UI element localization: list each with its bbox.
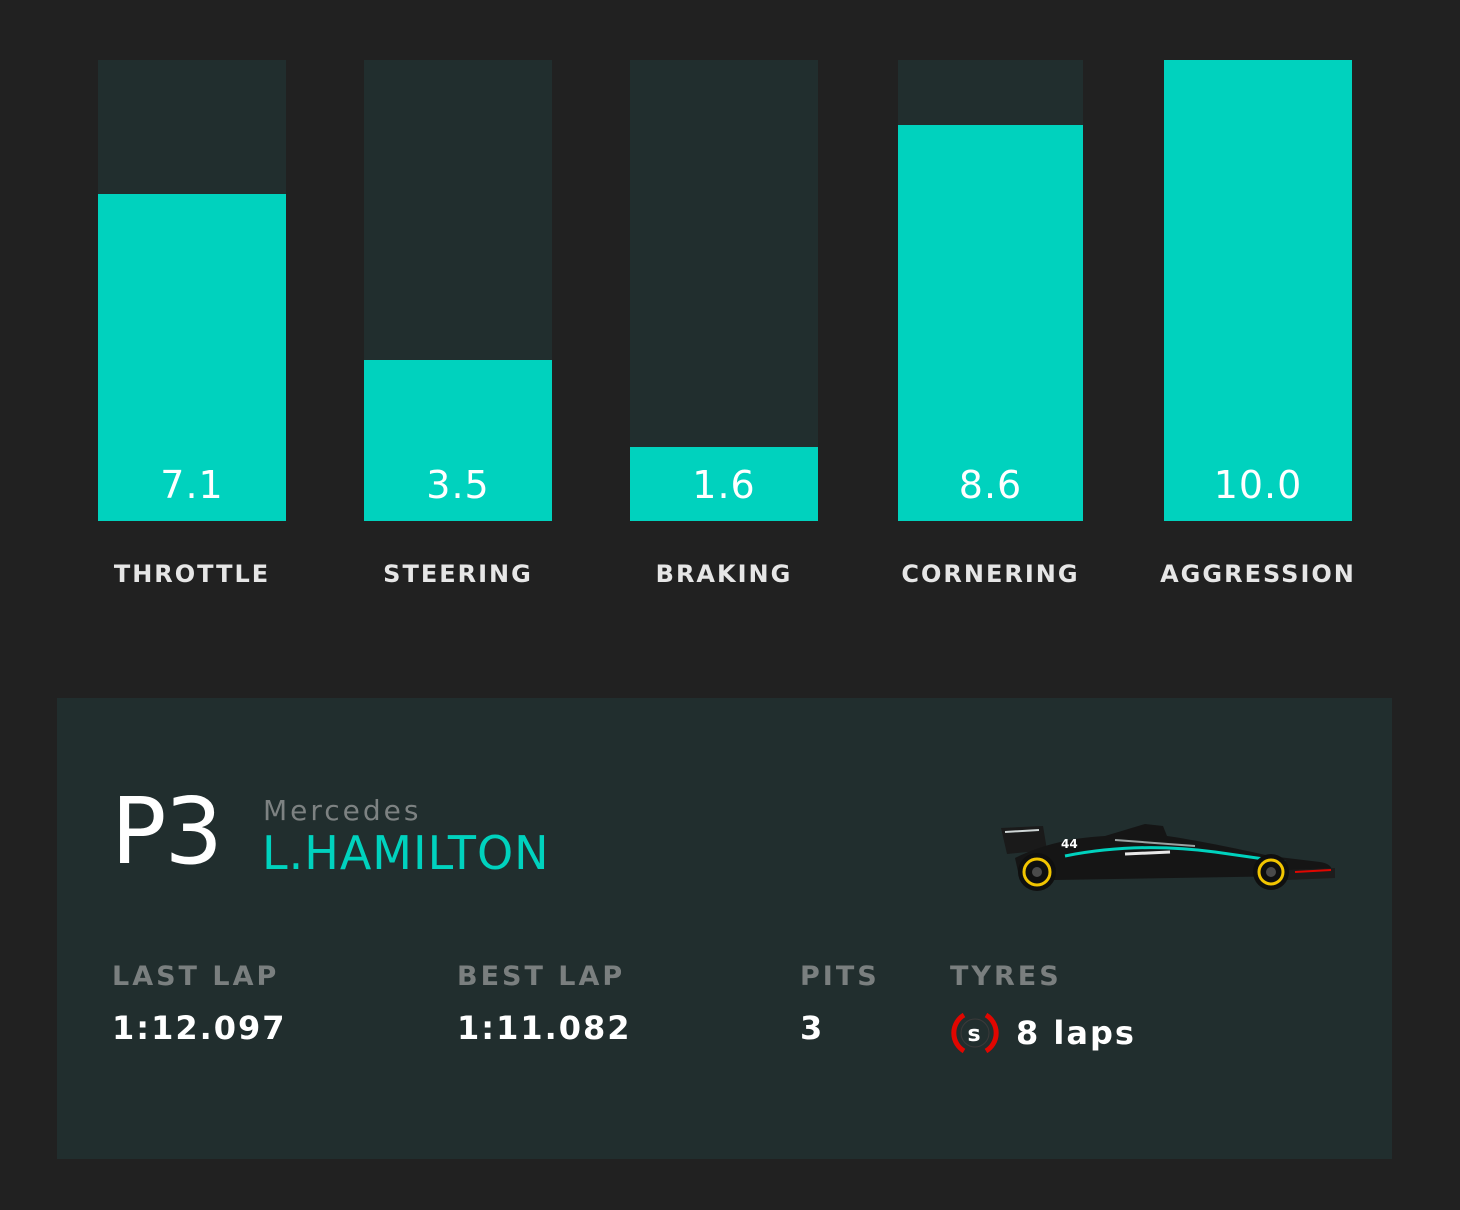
last-lap-value: 1:12.097 [112,1009,287,1047]
tyres-stat: TYRES s 8 laps [950,960,1136,1058]
bar-cornering: 8.6 CORNERING [898,60,1083,600]
bar-value-aggression: 10.0 [1213,463,1303,507]
bar-steering: 3.5 STEERING [364,60,552,600]
bar-track [898,60,1083,521]
bar-value-throttle: 7.1 [160,463,224,507]
bar-fill-steering [364,359,552,521]
bar-fill-throttle [98,193,286,521]
tyres-label: TYRES [950,961,1062,992]
bar-track [630,60,818,521]
bar-label-aggression: AGGRESSION [1160,560,1356,588]
soft-tyre-icon: s [951,1012,999,1054]
tyres-value: s 8 laps [950,1008,1136,1058]
svg-text:44: 44 [1061,837,1078,851]
bar-throttle: 7.1 THROTTLE [98,60,286,600]
bar-value-cornering: 8.6 [958,463,1023,507]
bar-track [364,60,552,521]
best-lap-stat: BEST LAP 1:11.082 [457,960,632,1048]
bar-track [1164,60,1352,521]
tyre-laps-value: 8 laps [1016,1014,1136,1052]
bar-label-cornering: CORNERING [901,560,1080,588]
tyre-compound-letter: s [967,1022,982,1047]
bar-label-braking: BRAKING [655,560,793,588]
bar-fill-cornering [898,124,1083,521]
bar-aggression: 10.0 AGGRESSION [1160,60,1354,600]
bar-label-throttle: THROTTLE [113,560,271,588]
bar-value-braking: 1.6 [692,463,756,507]
driver-style-chart: 7.1 THROTTLE 3.5 STEERING 1.6 BRAKING 8.… [98,60,1354,600]
bar-braking: 1.6 BRAKING [630,60,818,600]
last-lap-label: LAST LAP [112,961,280,992]
bar-fill-braking [630,447,818,521]
pits-value: 3 [800,1009,825,1047]
race-position: P3 [111,778,223,885]
bar-fill-aggression [1164,60,1352,521]
driver-name: L.HAMILTON [262,826,550,880]
bar-label-steering: STEERING [383,560,533,588]
best-lap-label: BEST LAP [457,961,626,992]
f1-car-icon: 44 [1001,824,1335,891]
best-lap-value: 1:11.082 [457,1009,632,1047]
team-name: Mercedes [263,794,422,827]
bar-value-steering: 3.5 [426,463,490,507]
pits-label: PITS [800,961,880,992]
pits-stat: PITS 3 [800,960,880,1048]
last-lap-stat: LAST LAP 1:12.097 [112,960,287,1048]
driver-card[interactable]: P3 Mercedes L.HAMILTON 44 LAST LAP 1:12.… [57,698,1392,1159]
bar-track [98,60,286,521]
